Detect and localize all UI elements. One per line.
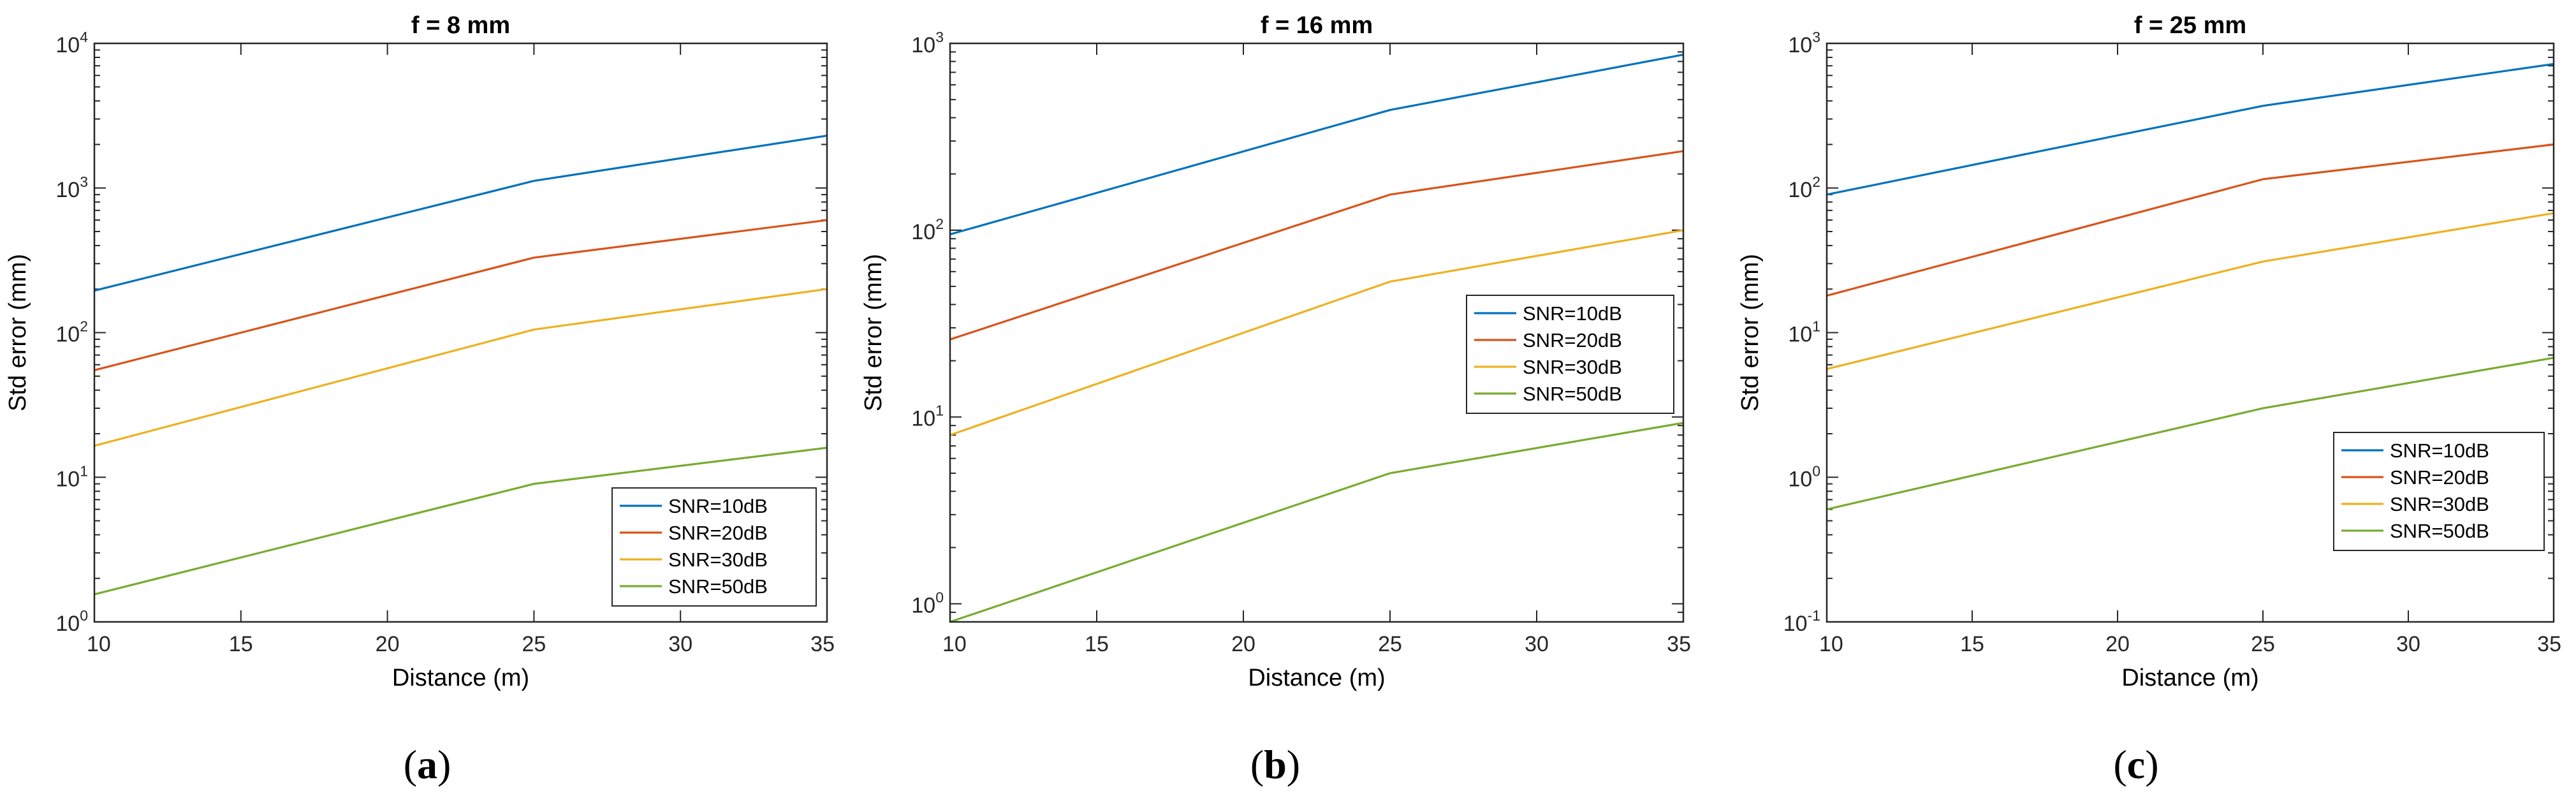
y-tick-exponent: -1 xyxy=(1808,607,1820,624)
legend-label: SNR=30dB xyxy=(668,549,768,571)
legend-label: SNR=20dB xyxy=(1523,329,1622,351)
y-tick-exponent: 2 xyxy=(1812,173,1820,190)
x-tick-label: 10 xyxy=(1819,632,1843,656)
y-tick-exponent: 3 xyxy=(80,173,88,190)
legend-label: SNR=50dB xyxy=(668,575,768,598)
legend-label: SNR=20dB xyxy=(2390,466,2489,489)
axes-box xyxy=(949,42,1685,623)
series-line-snr-10db xyxy=(94,135,828,292)
legend-label: SNR=50dB xyxy=(1523,383,1622,405)
series-line-snr-20db xyxy=(949,150,1684,341)
series-line-snr-30db xyxy=(949,229,1684,436)
x-axis-label: Distance (m) xyxy=(2121,665,2258,691)
series-line-snr-30db xyxy=(1826,212,2554,371)
y-axis-label: Std error (mm) xyxy=(1737,254,1764,411)
legend-label: SNR=10dB xyxy=(2390,439,2489,462)
series-line-snr-50db xyxy=(1826,357,2554,511)
x-tick-label: 35 xyxy=(1667,632,1691,656)
y-tick-label: 100 xyxy=(55,607,88,636)
y-tick-label: 103 xyxy=(55,173,88,202)
x-tick-label: 35 xyxy=(810,632,835,656)
x-tick-label: 20 xyxy=(2105,632,2130,656)
x-tick-label: 25 xyxy=(2251,632,2275,656)
legend-label: SNR=10dB xyxy=(668,495,768,517)
y-axis-label: Std error (mm) xyxy=(860,254,887,411)
y-tick-exponent: 1 xyxy=(935,402,944,419)
legend-label: SNR=10dB xyxy=(1523,302,1622,325)
y-tick-exponent: 2 xyxy=(935,216,944,232)
x-tick-label: 15 xyxy=(1960,632,1984,656)
legend: SNR=10dB SNR=20dB SNR=30dB SNR=50dB xyxy=(611,487,817,607)
x-tick-label: 10 xyxy=(87,632,111,656)
y-tick-label: 10-1 xyxy=(1783,607,1820,636)
x-axis-label: Distance (m) xyxy=(1248,665,1385,691)
x-axis-label: Distance (m) xyxy=(392,665,529,691)
legend-label: SNR=30dB xyxy=(2390,493,2489,515)
axes-box xyxy=(1826,42,2555,623)
x-tick-label: 25 xyxy=(1378,632,1402,656)
series-line-snr-50db xyxy=(94,446,828,596)
y-tick-exponent: 0 xyxy=(1812,462,1820,479)
y-tick-exponent: 4 xyxy=(80,29,88,45)
panel-caption: (a) xyxy=(404,742,451,787)
chart-title: f = 25 mm xyxy=(2134,12,2246,39)
y-tick-label: 103 xyxy=(1788,29,1820,57)
y-tick-label: 100 xyxy=(1788,462,1820,491)
y-tick-label: 101 xyxy=(55,462,88,491)
y-tick-exponent: 3 xyxy=(935,29,944,45)
y-tick-exponent: 0 xyxy=(80,607,88,624)
legend: SNR=10dB SNR=20dB SNR=30dB SNR=50dB xyxy=(2333,432,2545,551)
y-tick-exponent: 1 xyxy=(1812,318,1820,335)
axes-box xyxy=(93,42,828,623)
panel-caption: (b) xyxy=(1250,742,1300,787)
legend-label: SNR=50dB xyxy=(2390,520,2489,542)
x-tick-label: 30 xyxy=(1525,632,1549,656)
x-tick-label: 20 xyxy=(1231,632,1255,656)
series-line-snr-10db xyxy=(949,54,1684,235)
panel-caption: (c) xyxy=(2113,742,2158,787)
x-tick-label: 15 xyxy=(1085,632,1109,656)
y-tick-label: 103 xyxy=(911,29,944,57)
x-tick-label: 30 xyxy=(668,632,692,656)
y-tick-label: 101 xyxy=(911,402,944,431)
x-tick-label: 25 xyxy=(522,632,546,656)
x-tick-label: 10 xyxy=(942,632,967,656)
chart-title: f = 8 mm xyxy=(411,12,510,39)
y-tick-label: 102 xyxy=(911,216,944,244)
x-tick-label: 20 xyxy=(376,632,400,656)
y-tick-exponent: 0 xyxy=(935,589,944,606)
legend-label: SNR=30dB xyxy=(1523,356,1622,378)
y-tick-exponent: 1 xyxy=(80,462,88,479)
panel-letter: c xyxy=(2127,742,2145,787)
panel-letter: a xyxy=(417,742,437,787)
y-tick-exponent: 2 xyxy=(80,318,88,335)
y-tick-label: 104 xyxy=(55,29,88,57)
y-tick-exponent: 3 xyxy=(1812,29,1820,45)
x-tick-label: 30 xyxy=(2396,632,2420,656)
series-line-snr-20db xyxy=(1826,143,2554,297)
y-tick-label: 102 xyxy=(1788,173,1820,202)
y-tick-label: 102 xyxy=(55,318,88,347)
series-line-snr-20db xyxy=(94,219,828,371)
y-tick-label: 100 xyxy=(911,589,944,618)
panel-letter: b xyxy=(1264,742,1287,787)
y-tick-label: 101 xyxy=(1788,318,1820,347)
series-line-snr-10db xyxy=(1826,63,2554,196)
legend: SNR=10dB SNR=20dB SNR=30dB SNR=50dB xyxy=(1466,295,1674,414)
x-tick-label: 35 xyxy=(2537,632,2561,656)
chart-title: f = 16 mm xyxy=(1261,12,1373,39)
y-axis-label: Std error (mm) xyxy=(4,254,31,411)
legend-label: SNR=20dB xyxy=(668,522,768,544)
x-tick-label: 15 xyxy=(229,632,253,656)
